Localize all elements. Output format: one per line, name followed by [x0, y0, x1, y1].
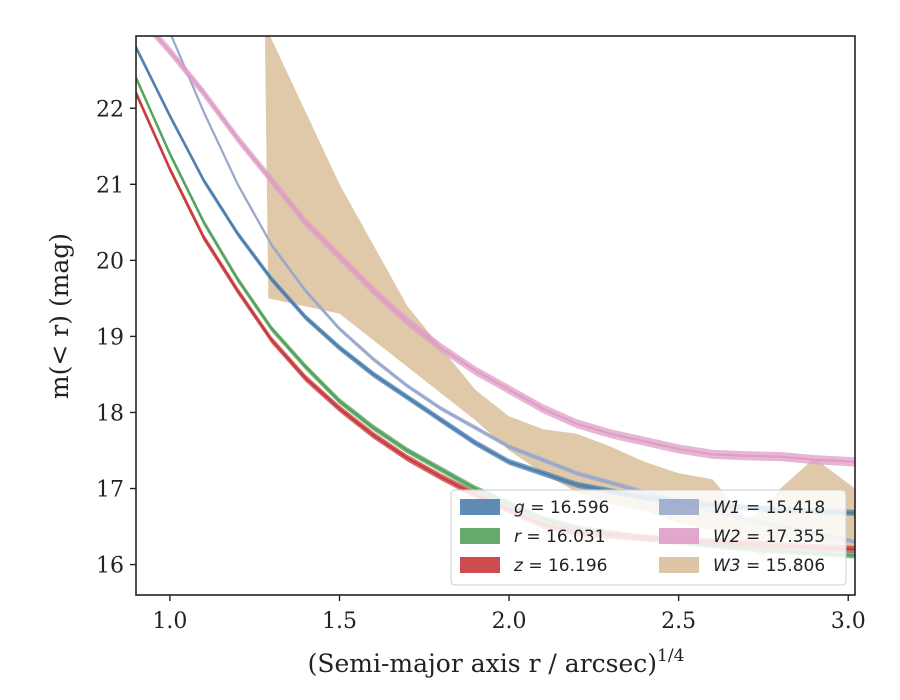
y-tick-label: 20 — [96, 249, 124, 274]
legend-label: r = 16.031 — [514, 527, 606, 547]
x-tick-label: 3.0 — [831, 609, 866, 634]
legend-swatch — [460, 499, 500, 515]
y-tick-label: 17 — [96, 478, 124, 503]
x-tick-label: 2.5 — [661, 609, 696, 634]
x-axis-label: (Semi-major axis r / arcsec)1/4 — [308, 646, 685, 678]
legend-box — [450, 489, 847, 586]
legend-item-g: g = 16.596 — [460, 498, 609, 518]
y-tick-label: 21 — [96, 173, 124, 198]
legend-item-r: r = 16.031 — [460, 527, 606, 547]
legend-item-w3: W3 = 15.806 — [659, 556, 825, 576]
x-tick-label: 1.5 — [322, 609, 357, 634]
y-tick-label: 19 — [96, 325, 124, 350]
plot-frame — [135, 35, 856, 596]
y-tick-label: 16 — [96, 554, 124, 579]
series-w2-line — [154, 36, 855, 463]
legend: g = 16.596 r = 16.031 z = 16.196 W1 = 15.41… — [450, 489, 847, 586]
series-w2 — [153, 36, 855, 467]
legend-swatch — [659, 528, 699, 544]
y-tick-label: 22 — [96, 97, 124, 122]
legend-label: W1 = 15.418 — [713, 498, 825, 518]
legend-swatch — [659, 557, 699, 573]
y-tick-label: 18 — [96, 401, 124, 426]
legend-label: W2 = 17.355 — [713, 527, 825, 547]
legend-label: z = 16.196 — [513, 556, 607, 576]
legend-item-z: z = 16.196 — [460, 556, 607, 576]
x-axis-label-superscript: 1/4 — [657, 646, 684, 666]
y-axis-ticks: 16 17 18 19 20 21 22 — [96, 97, 136, 579]
legend-swatch — [659, 499, 699, 515]
y-axis-label: m(< r) (mag) — [45, 233, 74, 399]
x-axis-ticks: 1.0 1.5 2.0 2.5 3.0 — [152, 595, 866, 634]
legend-item-w1: W1 = 15.418 — [659, 498, 825, 518]
x-tick-label: 1.0 — [152, 609, 187, 634]
legend-swatch — [460, 528, 500, 544]
legend-item-w2: W2 = 17.355 — [659, 527, 825, 547]
x-axis-label-text: (Semi-major axis r / arcsec) — [308, 649, 657, 678]
legend-label: W3 = 15.806 — [713, 556, 825, 576]
x-tick-label: 2.0 — [492, 609, 527, 634]
legend-label: g = 16.596 — [514, 498, 609, 518]
legend-swatch — [460, 557, 500, 573]
